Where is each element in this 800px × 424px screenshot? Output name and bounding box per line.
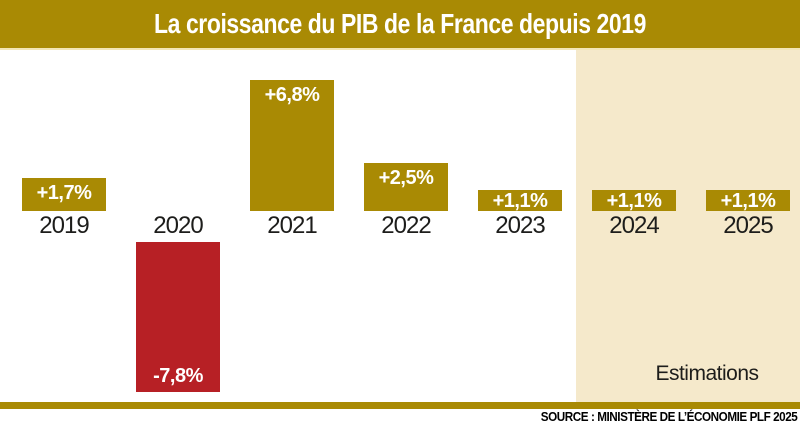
bar-2025: +1,1% [706,190,790,211]
year-label-2019: 2019 [39,212,89,239]
year-label-2024: 2024 [609,212,659,239]
bar-value-label-2019: +1,7% [36,182,92,204]
year-label-2025: 2025 [723,212,773,239]
bar-2021: +6,8% [250,80,334,211]
bar-2019: +1,7% [22,178,106,211]
bar-value-label-2025: +1,1% [720,189,776,212]
year-label-2021: 2021 [267,212,317,239]
bar-value-label-2020: -7,8% [153,365,203,387]
year-label-2020: 2020 [153,212,203,239]
year-label-2022: 2022 [381,212,431,239]
bar-2020: -7,8% [136,242,220,392]
bar-2024: +1,1% [592,190,676,211]
bar-2022: +2,5% [364,163,448,211]
page-title: La croissance du PIB de la France depuis… [153,8,646,39]
bottom-rule-divider [0,402,800,409]
bar-value-label-2024: +1,1% [606,189,662,212]
chart-title-bar: La croissance du PIB de la France depuis… [0,0,800,50]
estimations-zone [576,50,800,402]
year-label-2023: 2023 [495,212,545,239]
bar-value-label-2023: +1,1% [492,189,548,212]
chart-area: Estimations +1,7% 2019 -7,8% 2020 +6,8% 2021 +… [0,50,800,402]
bar-2023: +1,1% [478,190,562,211]
bar-value-label-2021: +6,8% [264,84,320,106]
estimations-label: Estimations [655,362,759,385]
bar-value-label-2022: +2,5% [378,167,434,189]
source-bar: SOURCE : MINISTÈRE DE L’ÉCONOMIE PLF 202… [0,409,800,424]
source-credit: SOURCE : MINISTÈRE DE L’ÉCONOMIE PLF 202… [540,409,798,424]
